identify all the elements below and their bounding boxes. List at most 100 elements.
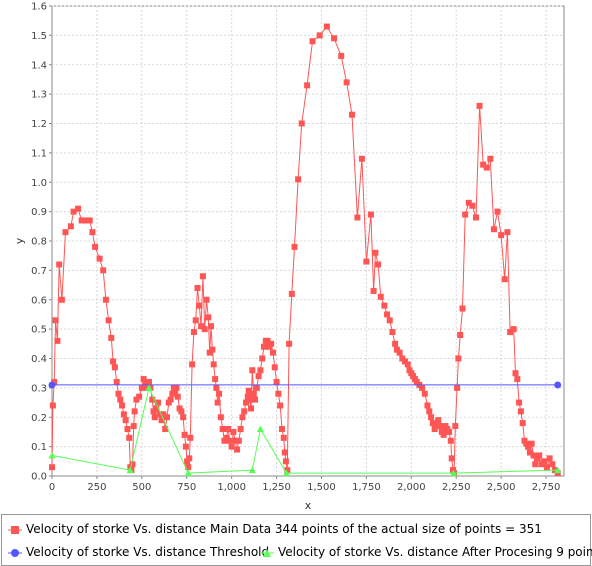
data-point xyxy=(207,323,214,330)
data-point xyxy=(216,390,223,397)
data-point xyxy=(331,35,338,42)
x-tick-label: 250 xyxy=(87,482,106,493)
data-point xyxy=(255,373,262,380)
axes: 0.0 0.1 0.2 0.3 0.4 0.5 0.6 0.7 0.8 0.9 1.0 1.1 1.2 1… xyxy=(31,2,560,494)
data-point xyxy=(487,155,494,162)
data-point xyxy=(260,343,267,350)
data-point xyxy=(115,390,122,397)
data-point xyxy=(554,381,562,389)
data-point xyxy=(185,464,192,471)
data-point xyxy=(245,387,252,394)
y-tick-label: 0.7 xyxy=(31,266,47,277)
data-point xyxy=(249,367,256,374)
data-point xyxy=(426,408,433,415)
x-tick-label: 750 xyxy=(177,482,196,493)
data-point xyxy=(454,384,461,391)
data-point xyxy=(282,469,290,477)
data-point xyxy=(58,296,65,303)
data-point xyxy=(437,423,444,430)
data-point xyxy=(163,414,170,421)
data-point xyxy=(248,405,255,412)
data-point xyxy=(136,393,143,400)
y-tick-label: 0.2 xyxy=(31,413,47,424)
data-point xyxy=(532,461,539,468)
data-point xyxy=(129,461,136,468)
data-point xyxy=(92,243,99,250)
y-tick-label: 0.3 xyxy=(31,383,47,394)
data-point xyxy=(512,370,519,377)
data-point xyxy=(223,434,230,441)
data-point xyxy=(316,32,323,39)
data-point xyxy=(256,425,264,432)
data-point xyxy=(108,334,115,341)
y-tick-label: 0.1 xyxy=(31,442,47,453)
legend-item-main-data: Velocity of storke Vs. distance Main Dat… xyxy=(8,522,542,536)
data-point xyxy=(419,384,426,391)
series-main-data xyxy=(49,23,561,477)
y-tick-label: 1.5 xyxy=(31,31,47,42)
data-point xyxy=(146,379,153,385)
data-point xyxy=(277,402,284,409)
data-point xyxy=(130,423,137,430)
data-point xyxy=(62,229,69,236)
data-point xyxy=(530,452,537,459)
data-point xyxy=(519,420,526,427)
data-point xyxy=(225,426,232,432)
data-point xyxy=(49,464,55,471)
data-point xyxy=(201,326,208,333)
data-point xyxy=(126,466,134,474)
data-point xyxy=(367,211,374,218)
data-point xyxy=(75,205,82,212)
data-point xyxy=(459,305,466,312)
data-point xyxy=(455,355,462,362)
data-point xyxy=(323,23,330,30)
data-point xyxy=(525,443,532,450)
data-point xyxy=(271,364,278,371)
data-point xyxy=(122,417,129,424)
data-point xyxy=(472,214,479,221)
data-point xyxy=(480,161,487,168)
y-tick-label: 0.4 xyxy=(31,354,47,365)
data-point xyxy=(190,329,197,336)
data-point xyxy=(528,440,535,447)
data-point xyxy=(546,455,553,462)
series-threshold xyxy=(48,381,562,389)
data-point xyxy=(392,340,399,347)
data-point xyxy=(120,411,127,418)
data-point xyxy=(404,361,411,368)
data-point xyxy=(554,466,562,474)
data-point xyxy=(295,176,302,183)
data-point xyxy=(517,408,524,415)
x-tick-label: 1,000 xyxy=(217,482,246,493)
data-point xyxy=(389,329,396,336)
data-point xyxy=(228,443,235,450)
data-point xyxy=(212,376,219,383)
data-point xyxy=(124,426,131,432)
data-point xyxy=(113,379,120,385)
data-point xyxy=(452,423,459,430)
data-point xyxy=(280,434,287,441)
data-point xyxy=(149,396,156,403)
data-point xyxy=(476,102,483,109)
data-point xyxy=(213,384,220,391)
y-tick-label: 1.6 xyxy=(31,2,47,13)
data-point xyxy=(173,384,180,391)
data-point xyxy=(51,379,58,385)
data-point xyxy=(226,437,233,444)
data-point xyxy=(284,467,291,474)
data-point xyxy=(182,443,189,450)
data-point xyxy=(184,469,192,477)
data-point xyxy=(549,461,556,468)
data-point xyxy=(203,296,210,303)
data-point xyxy=(187,434,194,441)
data-point xyxy=(192,317,199,324)
legend-label-after-processing: Velocity of storke Vs. distance After Pr… xyxy=(278,545,592,559)
data-point xyxy=(253,384,260,391)
data-point xyxy=(433,423,440,430)
x-tick-label: 2,000 xyxy=(397,482,426,493)
data-point xyxy=(234,446,241,453)
data-point xyxy=(514,376,521,383)
data-point xyxy=(469,202,476,209)
data-point xyxy=(167,396,174,403)
